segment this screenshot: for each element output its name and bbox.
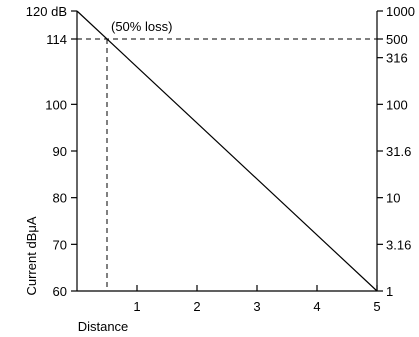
y-left-tick-label-80: 80	[53, 191, 67, 206]
y-left-tick-label-70: 70	[53, 237, 67, 252]
y-right-tick-label-60: 1	[386, 284, 393, 299]
x-tick-label-4: 4	[313, 299, 320, 314]
y-right-tick-label-114: 500	[386, 32, 408, 47]
labels: 1 2 3 4 5 120 dB 114 100 90 80 70 60 1000 500 316 100 31…	[24, 4, 415, 334]
y-right-tick-label-90: 31.6	[386, 144, 411, 159]
x-tick-label-3: 3	[253, 299, 260, 314]
y-right-tick-label-120: 1000	[386, 4, 415, 19]
x-tick-label-5: 5	[373, 299, 380, 314]
y-left-tick-label-120: 120 dB	[26, 4, 67, 19]
y-left-tick-label-60: 60	[53, 284, 67, 299]
x-tick-label-2: 2	[193, 299, 200, 314]
y-left-tick-label-100: 100	[45, 97, 67, 112]
series-group	[76, 10, 378, 292]
x-axis-label: Distance	[78, 319, 129, 334]
y-right-tick-label-100: 100	[386, 97, 408, 112]
y-right-tick-label-70: 3.16	[386, 237, 411, 252]
series-line-0	[76, 10, 378, 292]
annotation-label: (50% loss)	[111, 19, 172, 34]
y-left-tick-label-90: 90	[53, 144, 67, 159]
y-right-tick-label-110: 316	[386, 51, 408, 66]
reference-lines	[77, 38, 377, 291]
ticks	[71, 10, 383, 292]
y-axis-label: Current dBμA	[24, 216, 39, 295]
x-tick-label-1: 1	[133, 299, 140, 314]
y-left-tick-label-114: 114	[46, 32, 67, 47]
y-right-tick-label-80: 10	[386, 191, 400, 206]
